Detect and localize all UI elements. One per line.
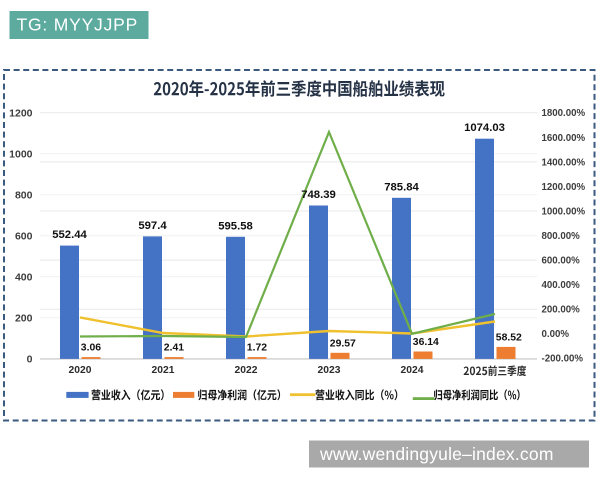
svg-text:2024: 2024: [401, 365, 424, 376]
svg-text:2023: 2023: [318, 365, 341, 376]
svg-text:1200.00%: 1200.00%: [542, 182, 586, 193]
svg-text:200.00%: 200.00%: [542, 305, 581, 316]
svg-text:785.84: 785.84: [384, 181, 419, 193]
svg-text:1600.00%: 1600.00%: [542, 133, 586, 144]
svg-text:552.44: 552.44: [52, 229, 87, 241]
svg-text:58.52: 58.52: [496, 332, 522, 343]
svg-text:800.00%: 800.00%: [542, 231, 581, 242]
svg-text:0.00%: 0.00%: [542, 329, 570, 340]
svg-text:1800.00%: 1800.00%: [542, 108, 586, 119]
svg-text:597.4: 597.4: [138, 220, 167, 232]
svg-text:1200: 1200: [9, 108, 33, 120]
svg-text:1400.00%: 1400.00%: [542, 157, 586, 168]
svg-text:400: 400: [15, 272, 33, 284]
svg-text:0: 0: [27, 354, 33, 366]
svg-text:600: 600: [15, 231, 33, 243]
svg-text:TG: MYYJJPP: TG: MYYJJPP: [17, 15, 139, 35]
svg-text:600.00%: 600.00%: [542, 256, 581, 267]
svg-text:800: 800: [15, 190, 33, 202]
svg-text:2021: 2021: [152, 365, 175, 376]
svg-text:36.14: 36.14: [413, 337, 439, 348]
svg-text:29.57: 29.57: [330, 338, 356, 349]
svg-text:1.72: 1.72: [247, 343, 267, 354]
svg-text:1074.03: 1074.03: [464, 122, 505, 134]
svg-text:2022: 2022: [235, 365, 258, 376]
svg-text:1000.00%: 1000.00%: [542, 206, 586, 217]
svg-text:www.wendingyule–index.com: www.wendingyule–index.com: [319, 444, 554, 464]
svg-text:595.58: 595.58: [218, 220, 253, 232]
svg-text:200: 200: [15, 313, 33, 325]
svg-text:748.39: 748.39: [301, 189, 336, 201]
svg-text:3.06: 3.06: [81, 343, 101, 354]
svg-text:2020: 2020: [69, 365, 92, 376]
svg-text:-200.00%: -200.00%: [542, 354, 584, 365]
svg-text:2.41: 2.41: [164, 343, 184, 354]
svg-text:400.00%: 400.00%: [542, 280, 581, 291]
svg-text:1000: 1000: [9, 149, 33, 161]
